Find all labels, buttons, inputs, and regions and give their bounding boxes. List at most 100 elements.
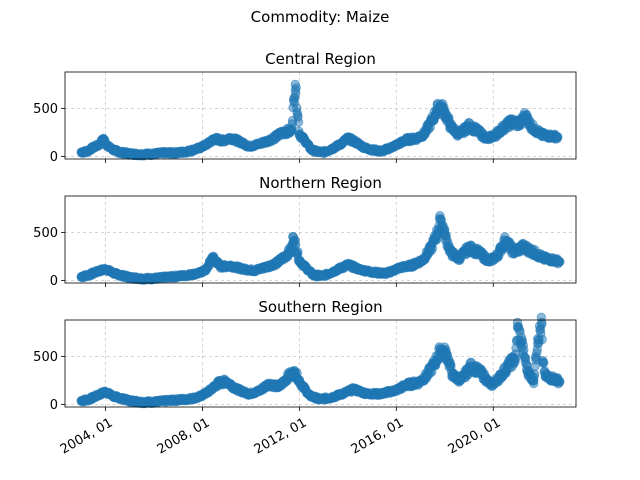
subplot-title: Central Region (265, 50, 376, 68)
data-point (401, 380, 412, 390)
data-point (411, 133, 422, 144)
data-point (319, 271, 329, 281)
data-point (300, 262, 311, 272)
data-point (335, 139, 345, 150)
subplot-northern-region: Northern Region 0 500 (33, 174, 577, 289)
data-point (300, 136, 311, 146)
data-point (92, 390, 103, 401)
data-point (100, 386, 111, 397)
data-point (264, 379, 274, 389)
data-point (326, 144, 337, 154)
scatter-points (76, 79, 563, 161)
data-point (98, 134, 109, 144)
data-point (238, 264, 248, 274)
data-point (522, 366, 533, 376)
data-point (159, 148, 169, 158)
data-point (254, 386, 264, 396)
data-point (278, 127, 288, 137)
data-point (110, 269, 121, 279)
data-point (262, 136, 272, 146)
data-point (418, 255, 428, 265)
x-tick-label: 2020, 01 (446, 415, 504, 457)
y-tick-label: 500 (33, 226, 58, 241)
scatter-points (76, 211, 565, 285)
data-point (482, 134, 492, 144)
data-point (442, 349, 452, 360)
data-point (355, 264, 365, 275)
data-point (484, 256, 494, 267)
data-point (244, 141, 254, 152)
data-point (139, 274, 149, 284)
data-point (430, 358, 440, 368)
data-point (391, 140, 401, 150)
data-point (367, 145, 377, 155)
data-point (218, 136, 228, 146)
data-point (436, 214, 446, 224)
data-point (181, 394, 191, 404)
data-point (125, 272, 135, 283)
data-point (508, 247, 519, 257)
data-point (407, 260, 418, 270)
data-point (135, 149, 145, 160)
data-point (421, 371, 432, 381)
data-point (490, 130, 500, 140)
data-point (167, 272, 177, 282)
data-point (290, 368, 300, 378)
data-point (139, 397, 149, 407)
data-point (510, 353, 521, 364)
data-point (213, 378, 224, 388)
subplot-title: Northern Region (259, 174, 382, 192)
data-point (294, 255, 305, 266)
data-point (456, 375, 466, 385)
data-point (215, 262, 226, 272)
y-tick-label: 0 (50, 274, 58, 289)
data-point (413, 377, 424, 388)
data-point (274, 382, 284, 392)
data-point (553, 132, 563, 142)
data-point (114, 147, 125, 158)
data-point (288, 232, 298, 242)
subplot-title: Southern Region (258, 298, 382, 316)
data-point (319, 147, 329, 158)
data-point (270, 132, 280, 143)
data-point (498, 123, 508, 133)
data-point (377, 146, 387, 157)
data-point (203, 386, 214, 397)
data-point (464, 243, 474, 253)
data-point (492, 250, 502, 261)
data-point (391, 385, 401, 395)
data-point (236, 137, 246, 147)
data-point (472, 125, 482, 136)
data-point (286, 245, 296, 255)
data-point (167, 395, 177, 405)
data-point (76, 396, 87, 406)
data-point (526, 122, 537, 132)
data-point (419, 128, 430, 139)
data-point (454, 253, 464, 264)
data-point (84, 394, 94, 404)
data-point (555, 257, 565, 267)
data-point (201, 264, 212, 275)
data-point (314, 394, 325, 404)
data-point (361, 388, 371, 399)
data-point (440, 107, 450, 118)
data-point (183, 146, 193, 157)
data-point (381, 268, 391, 279)
y-tick-label: 0 (50, 150, 58, 165)
data-point (539, 253, 549, 264)
data-point (84, 270, 94, 280)
data-point (518, 242, 529, 252)
data-point (100, 264, 111, 274)
data-point (494, 373, 504, 383)
data-point (290, 79, 300, 90)
data-point (401, 135, 412, 145)
data-point (209, 134, 220, 144)
data-point (222, 376, 232, 387)
data-point (252, 139, 262, 150)
data-point (464, 121, 474, 131)
data-point (193, 268, 204, 279)
data-point (359, 142, 369, 153)
data-point (512, 323, 523, 333)
